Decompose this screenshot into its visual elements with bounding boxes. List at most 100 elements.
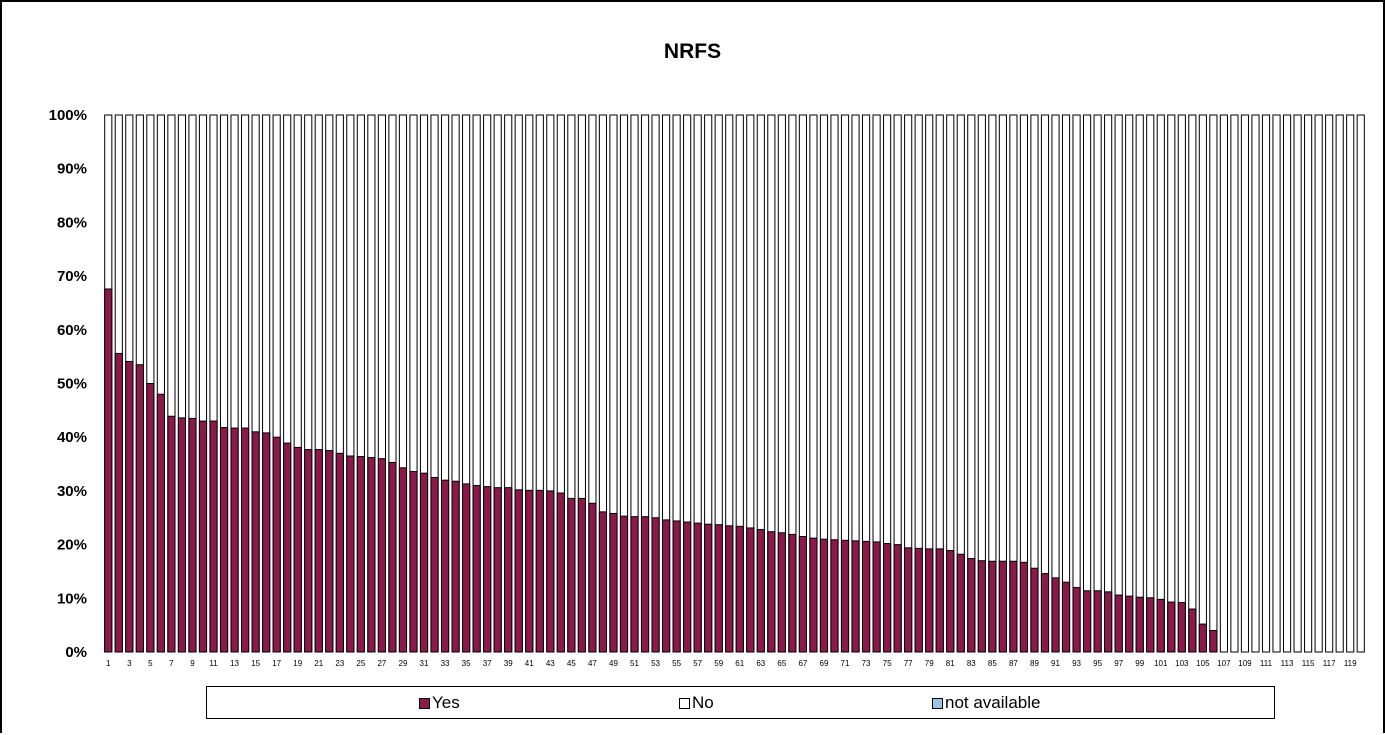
bar-yes [798, 536, 807, 653]
x-tick-label: 17 [272, 659, 281, 668]
bar-yes [893, 544, 902, 653]
bar-yes [651, 517, 660, 653]
bar-yes [1156, 598, 1165, 653]
bar-yes [525, 489, 534, 653]
bar-no [1282, 114, 1292, 653]
bar-yes [1125, 595, 1134, 653]
y-tick-label: 20% [57, 537, 87, 554]
bar-yes [398, 467, 408, 653]
bar-yes [262, 432, 271, 653]
bar-yes [156, 393, 165, 653]
bar-yes [135, 364, 144, 653]
bar-yes [777, 532, 786, 653]
bar-yes [483, 486, 492, 653]
x-tick-label: 43 [546, 659, 555, 668]
x-tick-label: 99 [1135, 659, 1144, 668]
bar-yes [756, 529, 765, 653]
bar-yes [377, 458, 386, 653]
bar-yes [704, 523, 713, 653]
legend-swatch-no [679, 697, 690, 709]
bar-yes [472, 485, 481, 653]
bar-yes [230, 427, 239, 653]
bar-no [1356, 114, 1365, 653]
x-tick-label: 67 [798, 659, 807, 668]
legend-swatch-not-available [932, 697, 943, 709]
bar-no [1104, 114, 1113, 653]
x-tick-label: 113 [1281, 659, 1294, 668]
bar-no [1219, 114, 1228, 653]
bar-yes [767, 531, 776, 653]
bar-yes [293, 446, 302, 653]
x-tick-label: 33 [441, 659, 450, 668]
bar-no [1114, 114, 1123, 653]
bar-yes [946, 550, 955, 653]
x-tick-label: 23 [335, 659, 344, 668]
bar-yes [356, 456, 365, 653]
bar-yes [504, 487, 513, 653]
x-tick-label: 105 [1196, 659, 1210, 668]
bar-yes [1040, 573, 1050, 653]
bar-yes [125, 360, 134, 653]
bar-yes [662, 519, 671, 653]
bar-no [1051, 114, 1060, 653]
x-tick-label: 75 [883, 659, 892, 668]
bar-yes [851, 540, 860, 653]
bar-yes [451, 480, 460, 653]
x-tick-label: 27 [377, 659, 386, 668]
x-tick-label: 85 [988, 659, 997, 668]
bar-no [1177, 114, 1186, 653]
bar-yes [735, 525, 744, 653]
bar-yes [104, 288, 113, 653]
x-tick-label: 59 [714, 659, 723, 668]
bar-no [1335, 114, 1344, 653]
y-tick-label: 60% [57, 322, 87, 339]
bar-yes [683, 521, 692, 653]
x-tick-label: 31 [420, 659, 429, 668]
x-tick-label: 51 [630, 659, 639, 668]
bar-yes [1009, 560, 1018, 653]
y-tick-label: 40% [57, 429, 87, 446]
bar-yes [1198, 623, 1207, 653]
bar-yes [567, 497, 576, 653]
x-tick-label: 91 [1051, 659, 1060, 668]
bar-yes [1093, 590, 1102, 653]
bar-no [1304, 114, 1313, 653]
bar-no [1314, 114, 1323, 653]
bar-yes [1177, 602, 1186, 653]
bar-yes [241, 427, 250, 653]
bar-yes [409, 471, 418, 653]
bar-yes [1030, 567, 1039, 653]
legend-item-not-available: not available [932, 693, 1041, 712]
bar-yes [272, 436, 281, 653]
bar-yes [904, 547, 913, 653]
bar-yes [325, 450, 334, 653]
bar-yes [514, 489, 523, 653]
bar-yes [956, 553, 965, 653]
x-tick-label: 95 [1093, 659, 1102, 668]
bar-no [1093, 114, 1102, 653]
x-tick-label: 9 [190, 659, 195, 668]
bar-yes [388, 461, 397, 653]
x-tick-label: 83 [967, 659, 976, 668]
bar-yes [861, 540, 871, 653]
bar-yes [209, 420, 218, 653]
bar-no [1135, 114, 1144, 653]
x-tick-label: 101 [1154, 659, 1168, 668]
bar-no [1346, 114, 1355, 653]
x-tick-label: 93 [1072, 659, 1081, 668]
x-tick-label: 5 [148, 659, 153, 668]
chart-title: NRFS [663, 40, 722, 63]
bar-yes [314, 449, 323, 653]
x-tick-label: 79 [925, 659, 934, 668]
bar-no [1198, 114, 1207, 653]
bar-yes [546, 490, 555, 653]
legend-label-not-available: not available [945, 693, 1041, 712]
x-tick-label: 71 [841, 659, 850, 668]
bar-yes [725, 525, 734, 653]
x-tick-label: 47 [588, 659, 597, 668]
bar-yes [1114, 594, 1123, 653]
legend-item-yes: Yes [419, 693, 460, 712]
x-tick-label: 37 [483, 659, 492, 668]
bar-yes [935, 548, 944, 653]
bar-no [1251, 114, 1260, 653]
